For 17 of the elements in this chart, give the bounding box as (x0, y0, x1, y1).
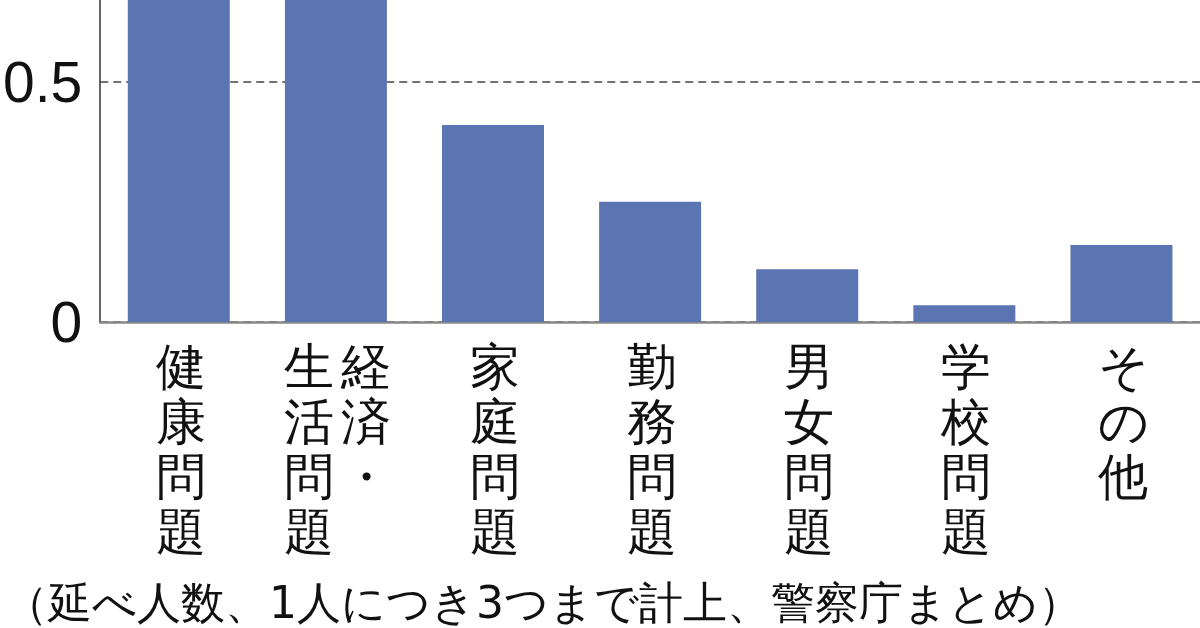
x-tick-label: その他 (1097, 338, 1149, 506)
text: （延べ人数、1人につき3つまで計上、警察庁まとめ） (4, 576, 1082, 628)
x-tick-label: 勤務問題 (627, 338, 678, 561)
x-tick-label: 経済・生活問題 (284, 338, 392, 561)
bar (913, 305, 1016, 322)
x-tick-label: 学校問題 (940, 338, 992, 561)
bar (599, 201, 702, 322)
y-tick-label: 0.5 (2, 49, 83, 114)
x-tick-label: 男女問題 (784, 338, 835, 561)
bar (756, 269, 859, 322)
x-tick-label: 家庭問題 (470, 338, 521, 561)
bar (442, 124, 545, 322)
bar (127, 0, 230, 322)
x-tick-label: 健康問題 (155, 338, 206, 561)
bar (1070, 245, 1173, 322)
y-tick-label: 0 (50, 290, 83, 354)
bar (284, 0, 387, 322)
